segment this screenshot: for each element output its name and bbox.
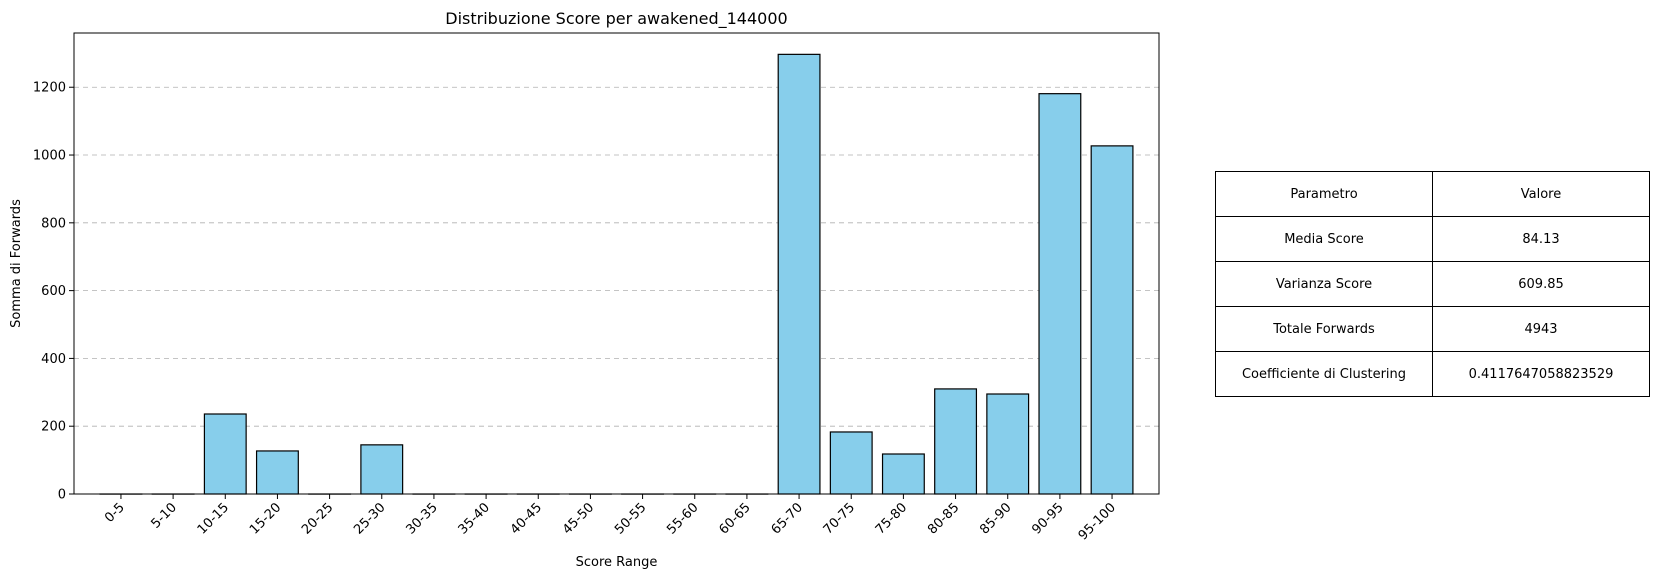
chart-title: Distribuzione Score per awakened_144000 — [445, 9, 787, 29]
table-header-cell: Parametro — [1215, 171, 1433, 217]
x-tick-label: 75-80 — [873, 500, 910, 537]
table-cell: 0.4117647058823529 — [1432, 351, 1650, 397]
table-header-row: Parametro Valore — [1215, 171, 1650, 217]
x-tick-label: 45-50 — [560, 500, 597, 537]
bar-15-20 — [255, 450, 299, 495]
table-cell: Totale Forwards — [1215, 306, 1433, 352]
bar-10-15 — [203, 413, 247, 495]
table-row: Coefficiente di Clustering 0.41176470588… — [1215, 351, 1650, 397]
x-tick-label: 30-35 — [403, 500, 440, 537]
table-cell: 609.85 — [1432, 261, 1650, 307]
plot-frame — [73, 32, 1160, 495]
x-tick-label: 35-40 — [456, 500, 493, 537]
bar-80-85 — [934, 388, 978, 495]
bar-70-75 — [829, 431, 873, 495]
bar-65-70 — [777, 53, 821, 495]
x-tick-label: 5-10 — [148, 500, 179, 531]
y-tick-label: 200 — [41, 420, 66, 435]
table-cell: Coefficiente di Clustering — [1215, 351, 1433, 397]
x-tick-label: 15-20 — [247, 500, 284, 537]
x-tick-label: 55-60 — [664, 500, 701, 537]
x-tick-label: 95-100 — [1076, 500, 1119, 543]
table-cell: 4943 — [1432, 306, 1650, 352]
y-axis-label: Somma di Forwards — [9, 199, 24, 328]
table-row: Varianza Score 609.85 — [1215, 261, 1650, 307]
x-tick-label: 0-5 — [102, 500, 128, 526]
y-tick-label: 0 — [58, 488, 66, 503]
bar-25-30 — [360, 444, 404, 495]
bar-90-95 — [1038, 93, 1082, 495]
table-header-cell: Valore — [1432, 171, 1650, 217]
bars — [99, 53, 1134, 495]
bar-75-80 — [881, 453, 925, 495]
y-tick-label: 400 — [41, 352, 66, 367]
x-tick-label: 20-25 — [299, 500, 336, 537]
x-tick-label: 65-70 — [769, 500, 806, 537]
x-tick-label: 80-85 — [925, 500, 962, 537]
table-row: Totale Forwards 4943 — [1215, 306, 1650, 352]
x-tick-label: 70-75 — [821, 500, 858, 537]
y-tick-label: 1200 — [33, 81, 66, 96]
parameter-table: Parametro Valore Media Score 84.13 Varia… — [1215, 171, 1650, 397]
x-tick-label: 50-55 — [612, 500, 649, 537]
x-tick-label: 10-15 — [195, 500, 232, 537]
x-tick-label: 90-95 — [1029, 500, 1066, 537]
bar-95-100 — [1090, 145, 1134, 495]
x-tick-label: 25-30 — [351, 500, 388, 537]
x-axis-label: Score Range — [576, 555, 658, 570]
x-tick-label: 60-65 — [716, 500, 753, 537]
table-cell: Varianza Score — [1215, 261, 1433, 307]
table-cell: 84.13 — [1432, 216, 1650, 262]
y-tick-label: 800 — [41, 216, 66, 231]
x-tick-label: 85-90 — [977, 500, 1014, 537]
bar-85-90 — [986, 393, 1030, 495]
x-tick-label: 40-45 — [508, 500, 545, 537]
y-tick-label: 600 — [41, 284, 66, 299]
y-tick-label: 1000 — [33, 149, 66, 164]
table-cell: Media Score — [1215, 216, 1433, 262]
table-row: Media Score 84.13 — [1215, 216, 1650, 262]
